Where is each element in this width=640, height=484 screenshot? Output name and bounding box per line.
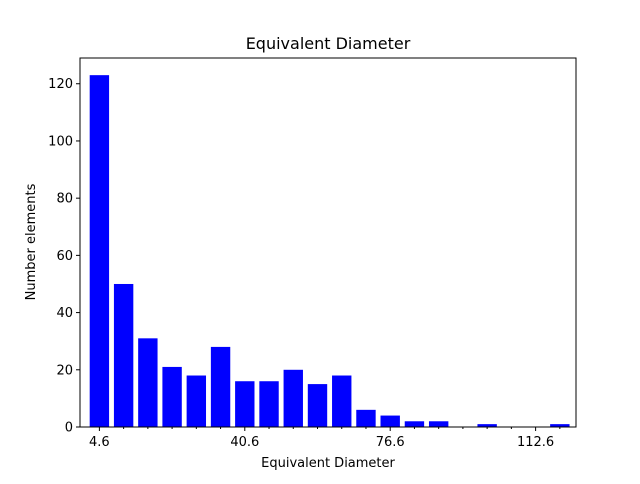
bar-0 (89, 75, 110, 427)
bar-19 (550, 424, 570, 427)
bar-10 (332, 375, 352, 427)
x-tick-label-1: 40.6 (230, 435, 259, 450)
y-tick-label-1: 20 (56, 363, 73, 378)
y-tick-label-2: 40 (56, 306, 73, 321)
bar-4 (186, 375, 207, 427)
y-tick-label-6: 120 (48, 77, 73, 92)
bars-group (89, 75, 570, 427)
x-tick-label-3: 112.6 (517, 435, 554, 450)
bar-9 (307, 384, 328, 427)
plot-frame (79, 57, 577, 428)
y-axis-label: Number elements (24, 183, 39, 300)
bar-13 (404, 421, 425, 427)
y-tick-label-3: 60 (56, 249, 73, 264)
y-tick-label-0: 0 (65, 421, 73, 436)
bar-1 (113, 283, 134, 427)
bar-6 (235, 381, 255, 427)
bar-5 (210, 346, 231, 427)
bar-16 (477, 424, 497, 427)
bar-14 (428, 421, 449, 427)
x-axis-label: Equivalent Diameter (261, 456, 395, 471)
x-tick-label-0: 4.6 (89, 435, 110, 450)
bar-3 (162, 366, 182, 427)
bar-7 (259, 381, 279, 427)
x-tick-label-2: 76.6 (376, 435, 405, 450)
x-axis-ticks: 4.6 40.6 76.6 112.6 (89, 427, 561, 450)
y-tick-label-4: 80 (56, 192, 73, 207)
bar-11 (356, 409, 376, 427)
y-tick-label-5: 100 (48, 134, 73, 149)
bar-2 (138, 338, 158, 427)
bar-8 (283, 369, 303, 427)
chart-title: Equivalent Diameter (246, 34, 411, 53)
bar-12 (380, 415, 400, 427)
y-axis-ticks: 0 20 40 60 80 100 120 (48, 77, 80, 436)
